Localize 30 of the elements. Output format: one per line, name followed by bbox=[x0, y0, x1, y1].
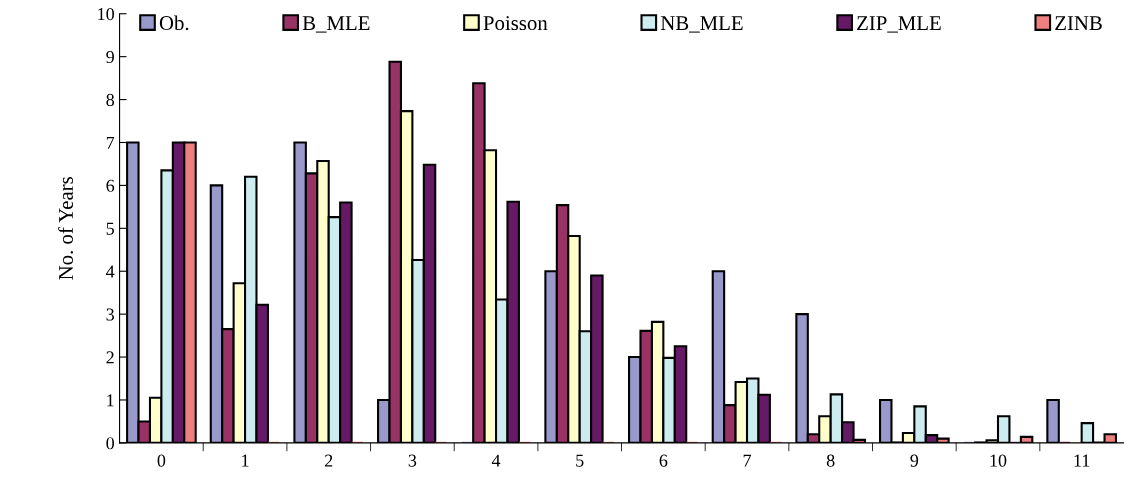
x-tick-label: 8 bbox=[826, 454, 835, 467]
y-tick-label: 5 bbox=[106, 222, 114, 235]
legend-label: B_MLE bbox=[302, 16, 370, 33]
y-tick-label: 9 bbox=[106, 50, 114, 64]
x-tick-label: 11 bbox=[1074, 454, 1090, 467]
legend-label: Ob. bbox=[159, 15, 189, 31]
y-tick-label: 7 bbox=[106, 136, 115, 149]
legend-label: ZINB bbox=[1055, 16, 1102, 30]
x-tick-label: 1 bbox=[242, 454, 249, 467]
y-tick-label: 3 bbox=[106, 308, 114, 321]
y-tick-label: 6 bbox=[106, 179, 115, 192]
x-tick-label: 0 bbox=[157, 454, 166, 467]
y-tick-label: 0 bbox=[106, 437, 115, 450]
x-tick-label: 3 bbox=[408, 454, 417, 467]
y-tick-label: 10 bbox=[98, 8, 115, 21]
legend-label: NB_MLE bbox=[660, 16, 743, 33]
y-tick-label: 4 bbox=[106, 265, 115, 278]
x-tick-label: 10 bbox=[990, 454, 1007, 467]
y-tick-label: 1 bbox=[107, 394, 114, 407]
x-tick-label: 2 bbox=[325, 454, 333, 467]
x-tick-label: 5 bbox=[576, 454, 584, 467]
x-tick-label: 6 bbox=[659, 454, 668, 467]
legend-label: Poisson bbox=[483, 16, 548, 31]
x-tick-label: 7 bbox=[743, 454, 752, 467]
x-tick-label: 4 bbox=[491, 454, 501, 467]
y-tick-label: 8 bbox=[106, 93, 115, 107]
legend-label: ZIP_MLE bbox=[857, 16, 941, 33]
y-tick-label: 2 bbox=[106, 351, 114, 364]
x-tick-label: 9 bbox=[910, 454, 919, 467]
y-axis-title: No. of Years bbox=[58, 176, 74, 280]
